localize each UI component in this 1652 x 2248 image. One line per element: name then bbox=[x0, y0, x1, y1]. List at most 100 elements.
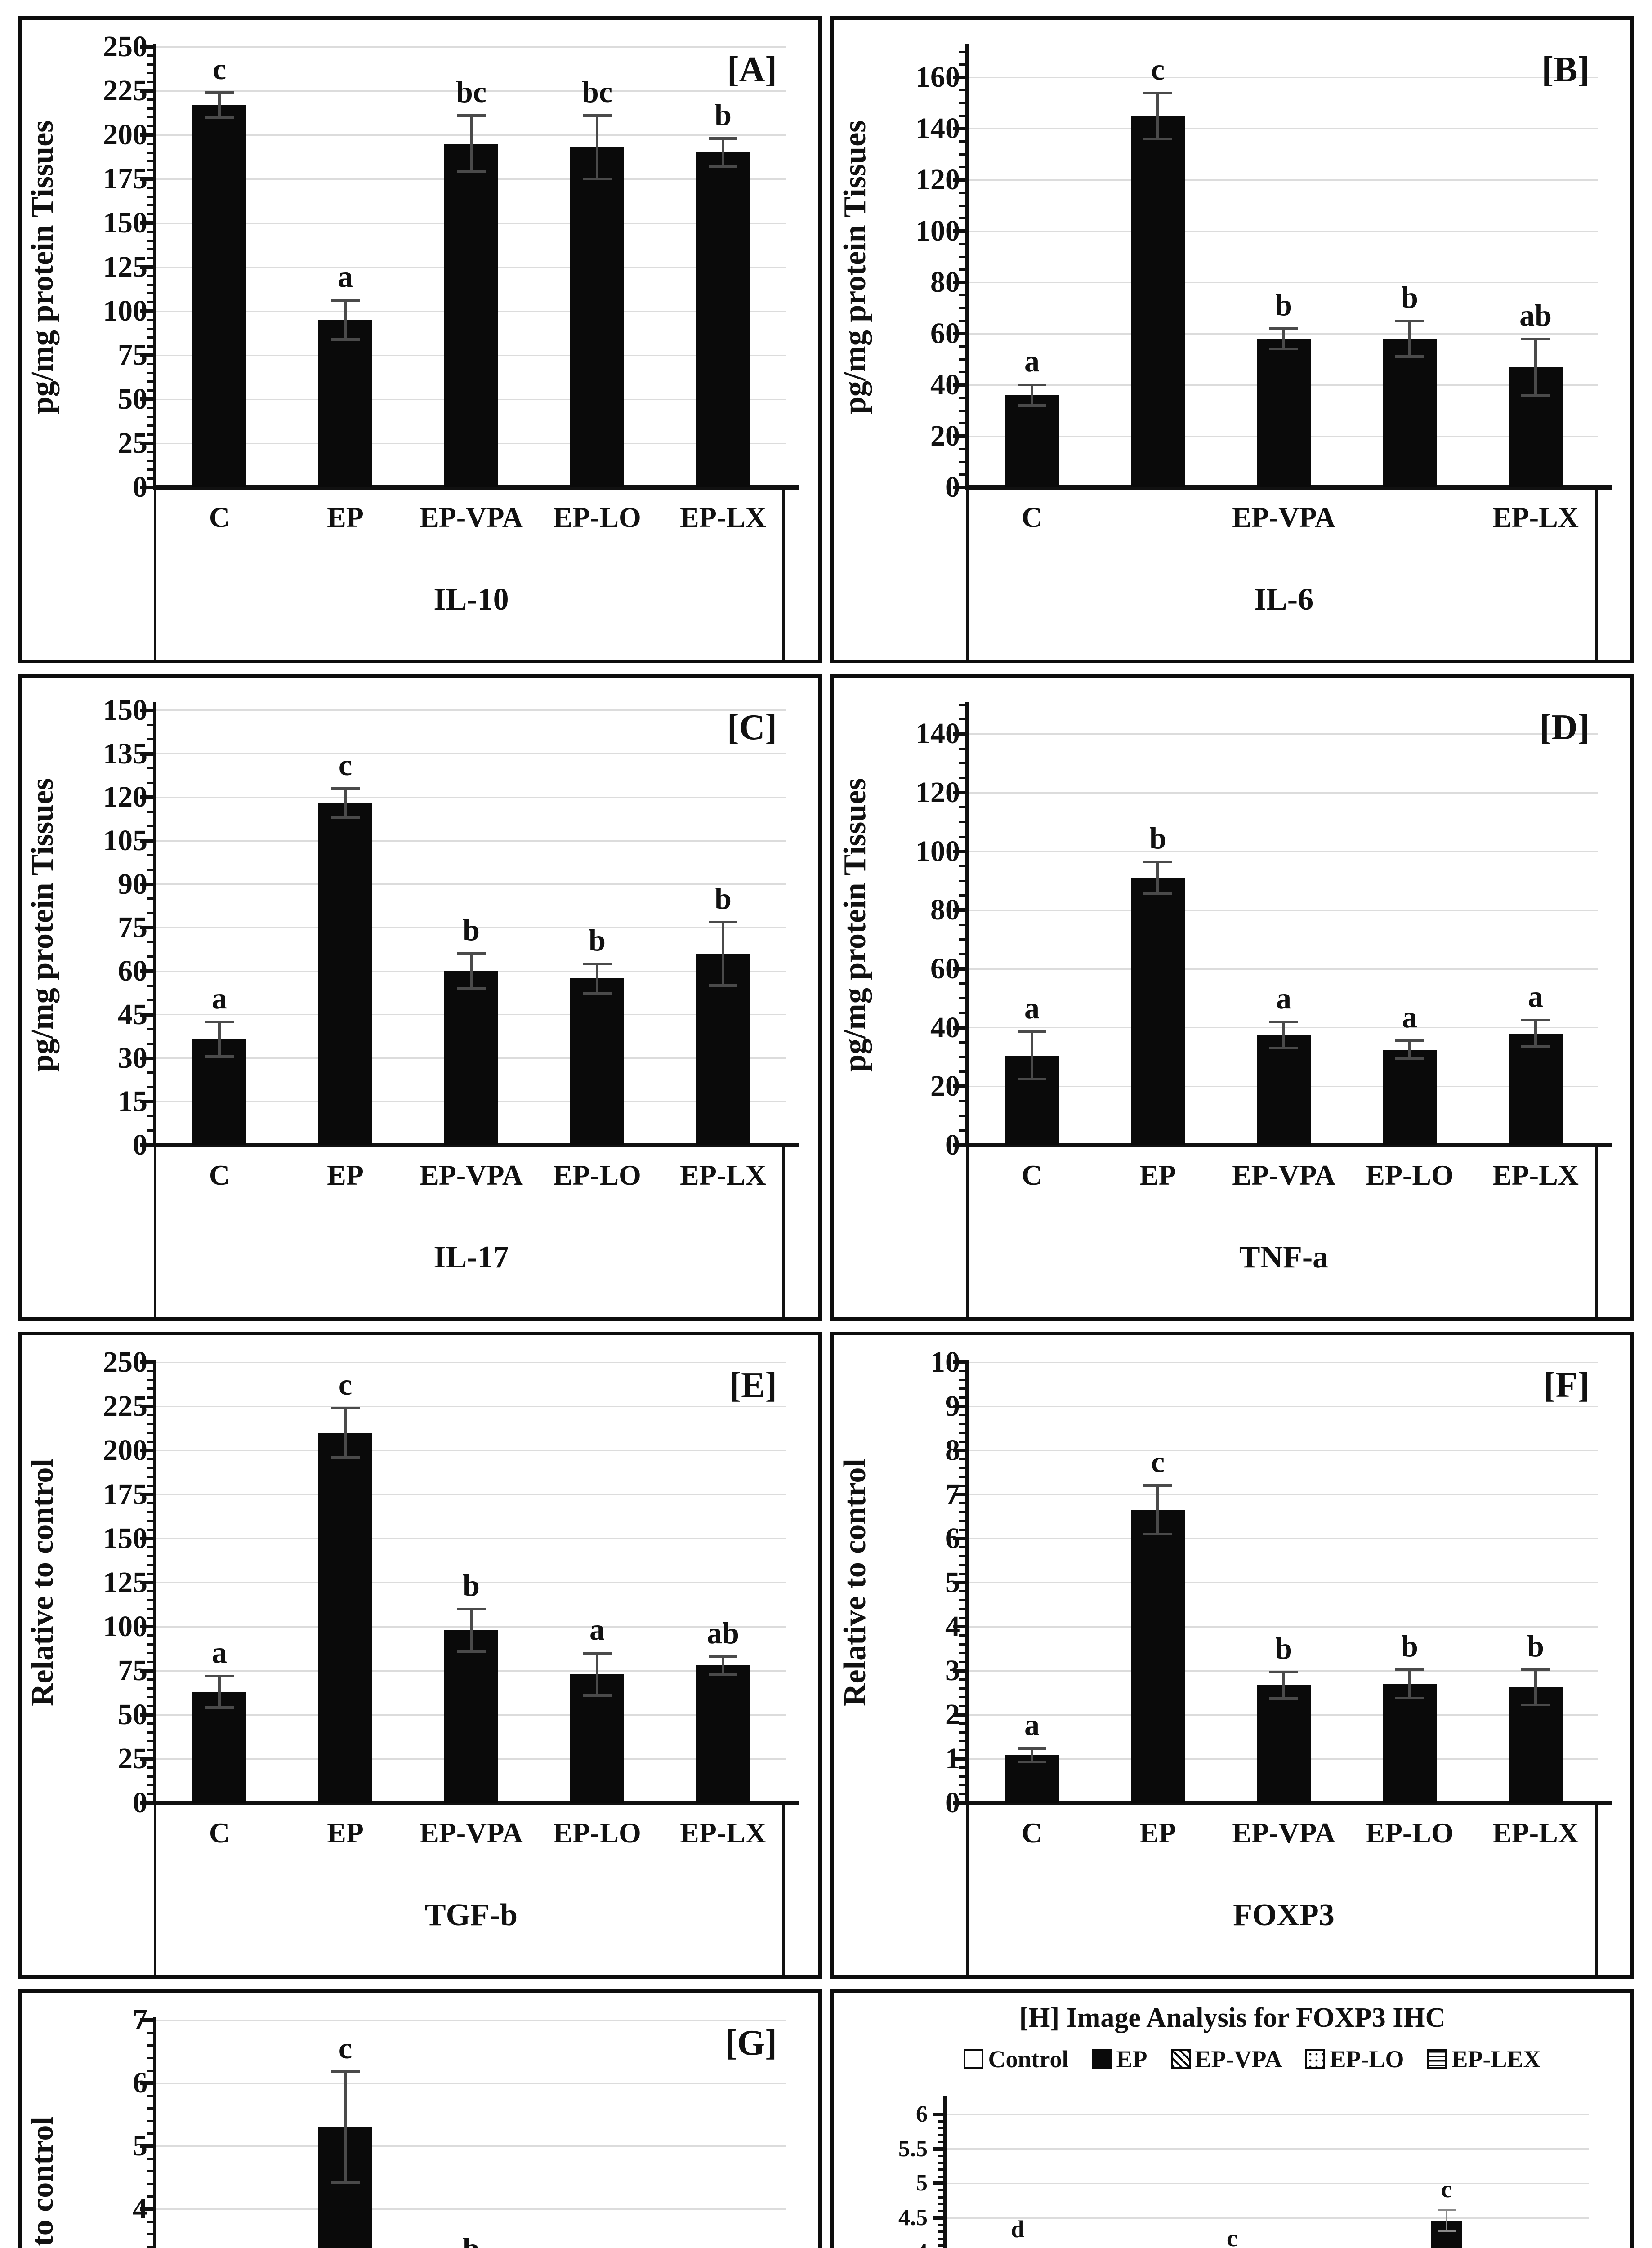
y-axis-label: pg/mg protein Tissues bbox=[838, 120, 872, 414]
y-minor-tick bbox=[147, 1493, 156, 1496]
y-minor-tick bbox=[959, 747, 969, 750]
y-minor-tick bbox=[959, 1696, 969, 1699]
y-minor-tick bbox=[147, 1669, 156, 1672]
error-bar bbox=[722, 922, 724, 986]
y-minor-tick bbox=[147, 1696, 156, 1699]
y-minor-tick bbox=[959, 982, 969, 985]
error-cap-top bbox=[205, 91, 234, 94]
y-minor-tick bbox=[147, 1378, 156, 1381]
y-minor-tick bbox=[959, 1129, 969, 1132]
y-axis-label: pixcels/mm bbox=[834, 2114, 863, 2248]
y-minor-tick bbox=[147, 2208, 156, 2210]
y-minor-tick bbox=[959, 153, 969, 156]
error-cap-top bbox=[1269, 1670, 1298, 1673]
y-minor-tick bbox=[938, 2127, 947, 2130]
y-minor-tick bbox=[959, 1608, 969, 1610]
error-bar bbox=[1534, 339, 1537, 395]
sig-letter: b bbox=[1401, 1629, 1418, 1664]
y-tick-label: 140 bbox=[915, 112, 960, 145]
x-tick-label: EP-LO bbox=[1366, 1159, 1454, 1191]
x-tick-label: EP-LX bbox=[1492, 501, 1579, 533]
error-cap-top bbox=[1521, 1019, 1550, 1022]
y-minor-tick bbox=[959, 1643, 969, 1646]
y-minor-tick bbox=[959, 1802, 969, 1804]
y-tick-label: 250 bbox=[103, 30, 147, 63]
y-minor-tick bbox=[959, 448, 969, 450]
x-label-box bbox=[154, 1805, 785, 1975]
y-minor-tick bbox=[147, 283, 156, 286]
error-cap-bottom bbox=[457, 987, 486, 990]
y-minor-tick bbox=[147, 1643, 156, 1646]
sig-letter: c bbox=[338, 1367, 353, 1401]
y-minor-tick bbox=[147, 1458, 156, 1461]
x-tick-label: EP-LX bbox=[1492, 1159, 1579, 1191]
legend-label: EP bbox=[1116, 2046, 1147, 2073]
y-minor-tick bbox=[147, 160, 156, 163]
error-cap-top bbox=[709, 137, 737, 140]
error-cap-bottom bbox=[583, 178, 612, 180]
y-minor-tick bbox=[147, 424, 156, 427]
sig-letter: b bbox=[589, 923, 606, 958]
sig-letter: b bbox=[1149, 821, 1166, 855]
y-minor-tick bbox=[147, 1555, 156, 1557]
y-minor-tick bbox=[959, 460, 969, 463]
y-minor-tick bbox=[147, 1572, 156, 1575]
error-cap-top bbox=[1143, 860, 1172, 863]
y-tick-label: 175 bbox=[103, 162, 147, 195]
y-minor-tick bbox=[959, 997, 969, 999]
panel-G: 01234567[G]aCcEPbEP-VPAbEP-LObEP-LXCTLA4… bbox=[18, 1989, 822, 2248]
bar bbox=[1509, 1687, 1563, 1803]
y-minor-tick bbox=[959, 1722, 969, 1725]
x-label-box bbox=[154, 490, 785, 660]
error-cap-top bbox=[1437, 2209, 1456, 2212]
panel-D: 020406080100120140[D]aCbEPaEP-VPAaEP-LOa… bbox=[830, 674, 1634, 1321]
y-minor-tick bbox=[959, 1070, 969, 1073]
error-cap-top bbox=[583, 1651, 612, 1655]
y-minor-tick bbox=[147, 1423, 156, 1425]
y-minor-tick bbox=[938, 2113, 947, 2116]
y-minor-tick bbox=[959, 371, 969, 374]
y-minor-tick bbox=[147, 389, 156, 392]
bar bbox=[696, 1665, 750, 1803]
y-minor-tick bbox=[959, 1669, 969, 1672]
error-bar bbox=[596, 115, 598, 179]
error-cap-bottom bbox=[331, 816, 360, 819]
bar bbox=[1131, 116, 1185, 487]
y-minor-tick bbox=[959, 938, 969, 941]
y-minor-tick bbox=[959, 255, 969, 258]
gridline bbox=[156, 1405, 786, 1407]
panel-B: 020406080100120140160[B]aCcbEP-VPAbabEP-… bbox=[830, 16, 1634, 663]
bar bbox=[696, 152, 750, 487]
x-axis-line bbox=[153, 1801, 799, 1805]
legend-swatch-hlines bbox=[1427, 2049, 1447, 2069]
y-minor-tick bbox=[959, 1502, 969, 1505]
error-cap-top bbox=[1143, 91, 1172, 94]
gridline bbox=[969, 1405, 1598, 1407]
error-bar bbox=[218, 92, 221, 117]
gridline bbox=[969, 1361, 1598, 1363]
error-cap-bottom bbox=[583, 1694, 612, 1697]
y-minor-tick bbox=[147, 984, 156, 987]
sig-letter: b bbox=[1401, 280, 1418, 314]
y-minor-tick bbox=[959, 473, 969, 476]
y-minor-tick bbox=[147, 1432, 156, 1434]
y-minor-tick bbox=[147, 134, 156, 136]
y-minor-tick bbox=[147, 1537, 156, 1540]
error-cap-bottom bbox=[709, 1673, 737, 1676]
y-minor-tick bbox=[147, 811, 156, 813]
sig-letter: a bbox=[589, 1612, 605, 1646]
y-tick-label: 125 bbox=[103, 1566, 147, 1599]
y-minor-tick bbox=[959, 968, 969, 970]
y-minor-tick bbox=[147, 204, 156, 207]
error-bar bbox=[1156, 93, 1159, 139]
legend-swatch-solid bbox=[1092, 2049, 1112, 2069]
y-minor-tick bbox=[147, 2019, 156, 2021]
x-tick-label: EP-LO bbox=[553, 1817, 641, 1849]
error-bar bbox=[470, 1609, 473, 1651]
y-minor-tick bbox=[959, 243, 969, 245]
gridline bbox=[969, 909, 1598, 911]
y-axis-label: Relative to control bbox=[25, 1459, 60, 1707]
y-minor-tick bbox=[959, 435, 969, 437]
y-minor-tick bbox=[959, 1775, 969, 1778]
x-tick-label: C bbox=[209, 1817, 230, 1849]
